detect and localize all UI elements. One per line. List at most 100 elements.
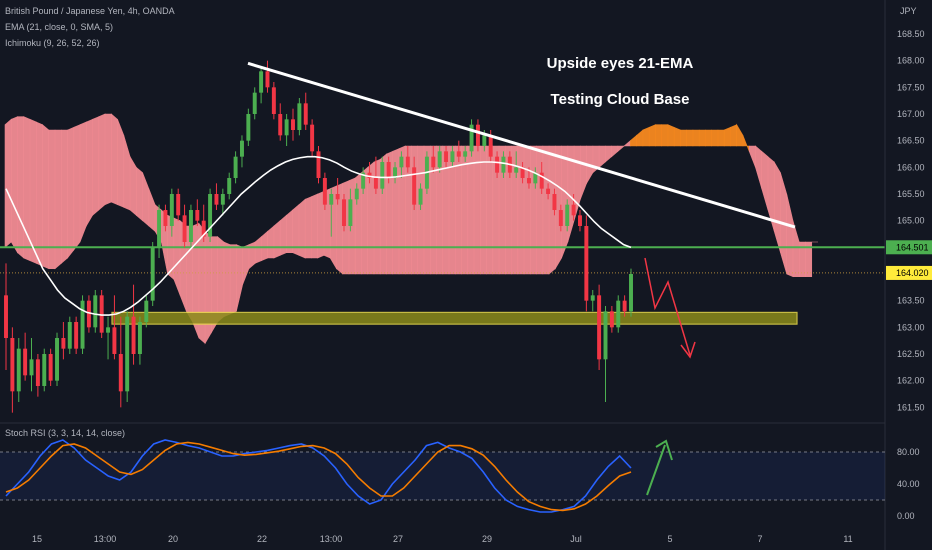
- price-tag: [886, 265, 932, 280]
- cloud-segment: [129, 155, 137, 216]
- annotation-text: Testing Cloud Base: [551, 91, 690, 108]
- candle-body: [291, 119, 295, 130]
- candle-body: [118, 354, 123, 392]
- candle-body: [399, 156, 404, 168]
- cloud-segment: [792, 220, 800, 277]
- candle-body: [163, 210, 168, 226]
- time-tick-label: 11: [843, 534, 852, 544]
- cloud-segment: [279, 214, 287, 256]
- candle-body: [393, 167, 398, 178]
- candle-body: [125, 316, 130, 392]
- candle-body: [86, 300, 91, 328]
- candle-body: [246, 114, 251, 141]
- candle-body: [418, 188, 423, 205]
- price-tick-label: 163.00: [897, 322, 925, 332]
- candle-body: [23, 348, 28, 376]
- cloud-segment: [298, 198, 306, 259]
- candle-body: [284, 119, 289, 136]
- candle-body: [450, 151, 455, 162]
- cloud-segment: [667, 124, 675, 147]
- candle-body: [405, 156, 410, 168]
- cloud-segment: [755, 145, 763, 189]
- rsi-band: [0, 452, 885, 500]
- cloud-segment: [648, 124, 656, 147]
- cloud-segment: [605, 145, 612, 163]
- cloud-segment: [617, 145, 625, 152]
- annotation-text: Upside eyes 21-EMA: [547, 55, 694, 72]
- rsi-tick-label: 0.00: [897, 511, 915, 521]
- candle-body: [329, 194, 334, 205]
- cloud-segment: [354, 172, 362, 275]
- candle-body: [386, 162, 391, 178]
- candle-body: [35, 359, 40, 386]
- candle-body: [214, 194, 219, 205]
- candle-body: [259, 71, 264, 93]
- price-tag-label: 164.501: [896, 242, 929, 252]
- cloud-segment: [73, 124, 81, 251]
- cloud-segment: [530, 145, 537, 275]
- cloud-segment: [542, 145, 550, 275]
- time-tick-label: 13:00: [94, 534, 117, 544]
- candle-body: [137, 322, 142, 354]
- cloud-segment: [623, 140, 631, 147]
- cloud-segment: [98, 113, 106, 211]
- symbol-title: British Pound / Japanese Yen, 4h, OANDA: [5, 6, 175, 16]
- candle-body: [144, 300, 149, 322]
- candle-body: [297, 103, 302, 130]
- candle-body: [74, 322, 79, 349]
- cloud-segment: [661, 124, 669, 147]
- forecast-arrow-red: [644, 257, 691, 356]
- cloud-segment: [242, 244, 250, 285]
- price-tick-label: 166.50: [897, 136, 925, 146]
- cloud-segment: [367, 161, 375, 275]
- time-tick-label: Jul: [570, 534, 582, 544]
- ema-legend: EMA (21, close, 0, SMA, 5): [5, 22, 114, 32]
- candle-body: [195, 210, 200, 221]
- candle-body: [629, 274, 633, 312]
- cloud-segment: [730, 124, 738, 147]
- candle-body: [4, 295, 8, 338]
- price-tick-label: 167.00: [897, 109, 925, 119]
- time-tick-label: 7: [757, 534, 762, 544]
- cloud-segment: [273, 220, 281, 259]
- cloud-segment: [254, 236, 262, 264]
- candle-body: [112, 327, 117, 354]
- cloud-segment: [761, 150, 769, 211]
- candle-body: [322, 178, 327, 205]
- candle-body: [437, 151, 442, 168]
- currency-label: JPY: [900, 6, 917, 16]
- cloud-segment: [223, 241, 231, 318]
- cloud-segment: [517, 145, 525, 275]
- cloud-segment: [229, 244, 237, 315]
- candle-body: [42, 354, 47, 386]
- price-tick-label: 165.50: [897, 189, 925, 199]
- candle-body: [29, 359, 34, 376]
- price-tick-label: 162.50: [897, 349, 925, 359]
- cloud-segment: [786, 193, 794, 278]
- candle-body: [342, 199, 346, 226]
- cloud-segment: [286, 209, 293, 253]
- candle-body: [150, 247, 155, 301]
- cloud-segment: [60, 129, 68, 264]
- candle-body: [603, 311, 608, 360]
- candle-body: [520, 167, 525, 178]
- cloud-segment: [486, 145, 494, 275]
- ema-line: [5, 155, 632, 316]
- cloud-segment: [10, 116, 18, 254]
- candle-body: [622, 300, 627, 312]
- candle-body: [380, 162, 385, 189]
- rsi-line: [5, 441, 632, 512]
- rsi-tick-label: 80.00: [897, 447, 920, 457]
- candle-body: [354, 188, 359, 200]
- candle-body: [475, 124, 480, 146]
- time-tick-label: 15: [32, 534, 42, 544]
- price-tick-label: 167.50: [897, 82, 925, 92]
- candle-body: [456, 151, 461, 157]
- cloud-segment: [217, 236, 225, 323]
- cloud-segment: [111, 113, 118, 206]
- candle-body: [578, 215, 582, 226]
- candle-body: [501, 156, 506, 173]
- candle-body: [67, 322, 72, 349]
- candle-body: [271, 87, 276, 114]
- candle-body: [597, 295, 602, 360]
